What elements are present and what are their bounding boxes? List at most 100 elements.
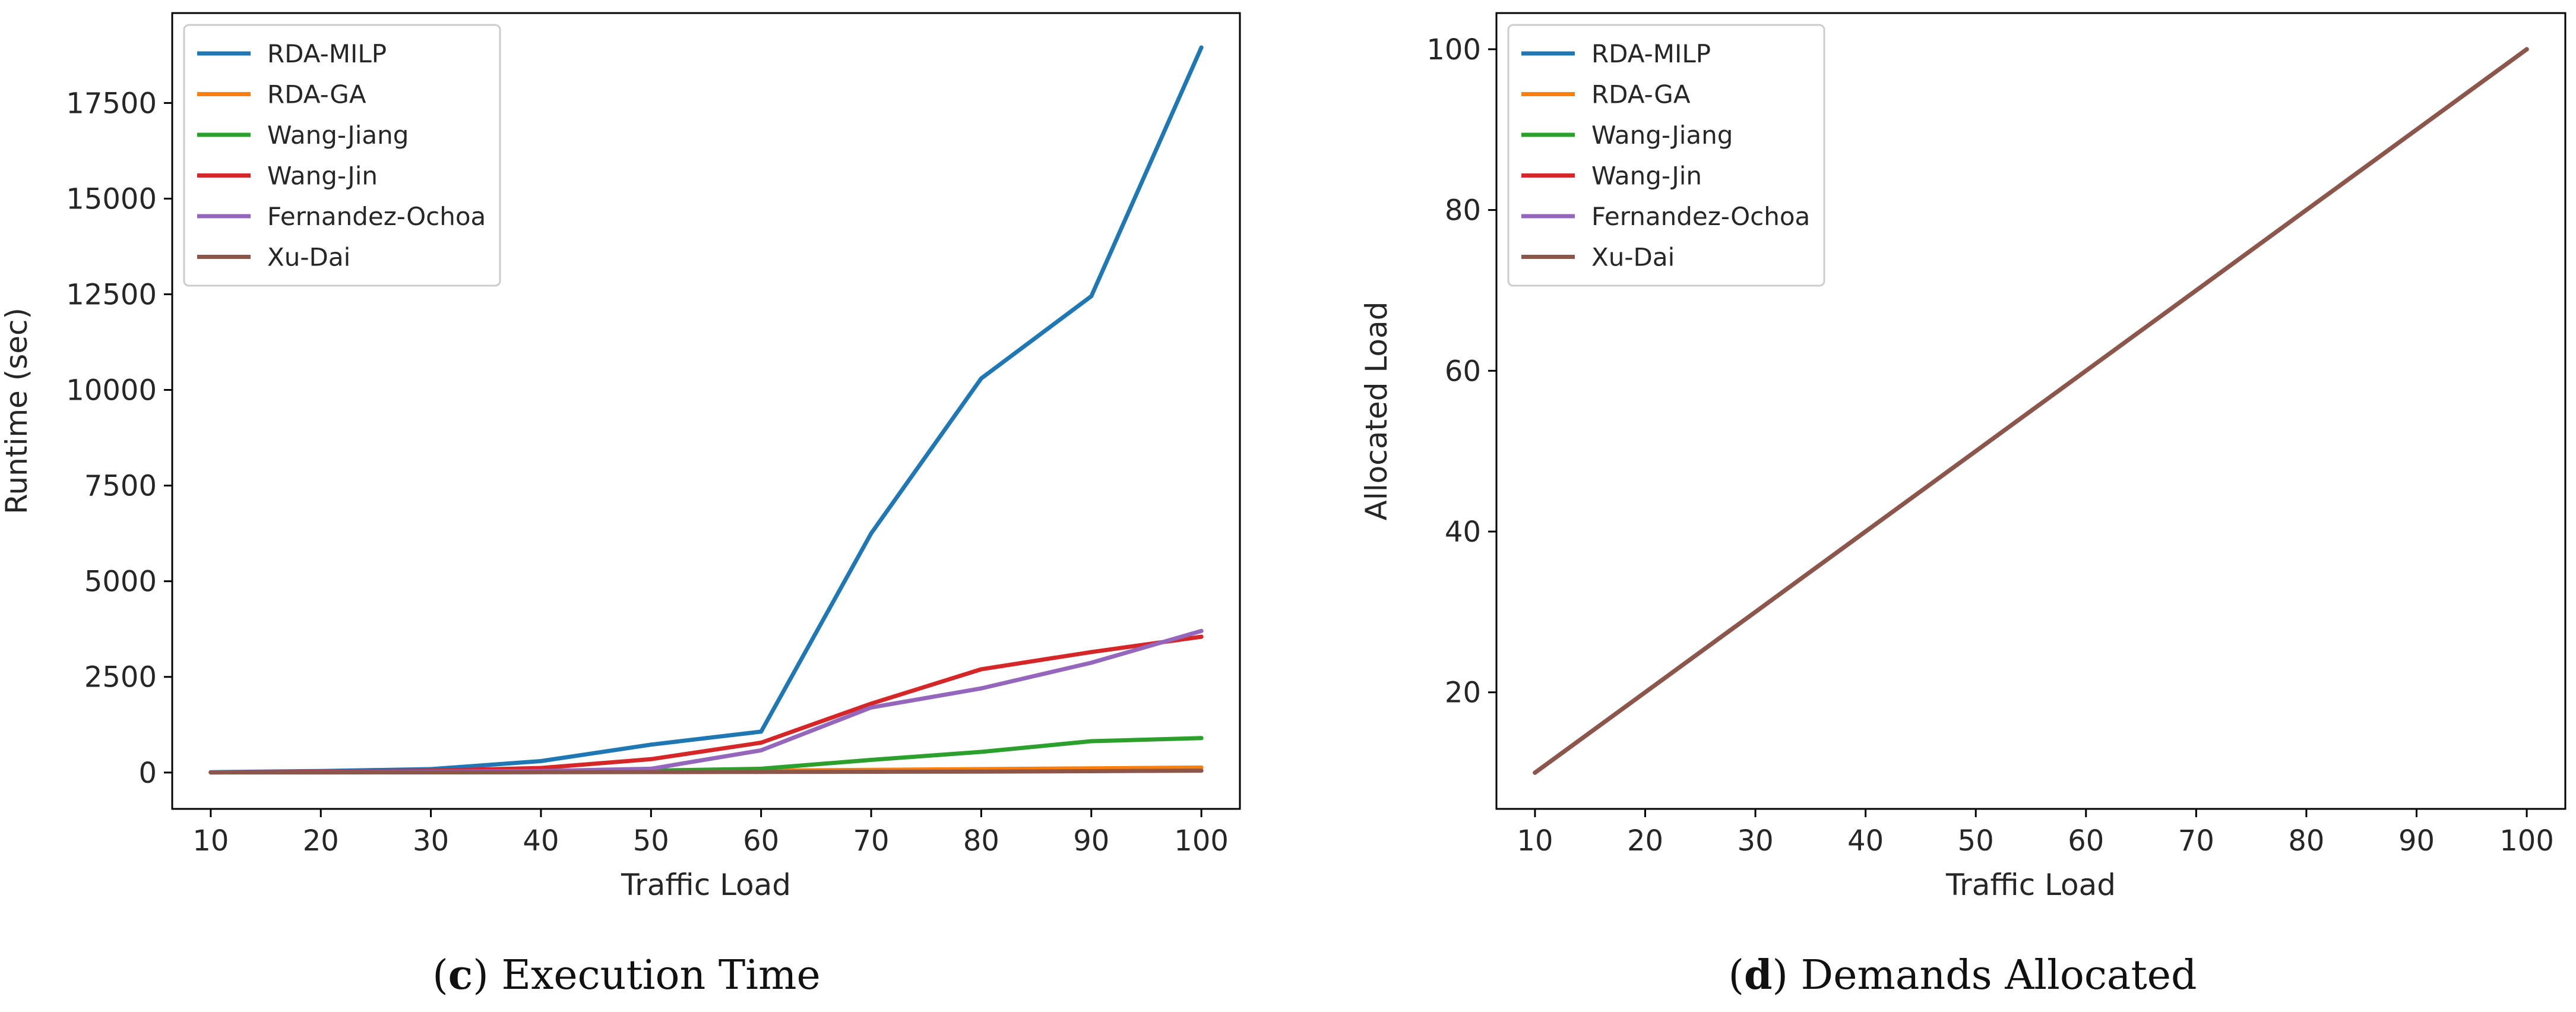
x-tick-label: 20 xyxy=(1627,824,1663,858)
data-point-xu-dai-20 xyxy=(1643,690,1647,695)
y-axis-label: Allocated Load xyxy=(1359,302,1394,521)
legend-item-wang-jin: Wang-Jin xyxy=(1521,162,1702,191)
y-axis-label: Runtime (sec) xyxy=(0,308,34,514)
data-point-wang-jiang-70 xyxy=(869,758,874,762)
x-tick-label: 30 xyxy=(413,824,449,858)
y-tick-label: 17500 xyxy=(66,87,157,120)
data-point-xu-dai-50 xyxy=(1973,449,1978,454)
y-tick-label: 5000 xyxy=(84,565,157,599)
legend: RDA-MILP RDA-GA Wang-Jiang Wang-Jin Fernande… xyxy=(1507,24,1825,287)
data-point-xu-dai-40 xyxy=(1863,529,1868,534)
data-point-rda-milp-60 xyxy=(759,729,764,734)
data-point-xu-dai-10 xyxy=(1533,770,1537,775)
data-point-xu-dai-70 xyxy=(2194,288,2198,293)
data-point-xu-dai-100 xyxy=(1199,769,1204,773)
legend-item-wang-jin: Wang-Jin xyxy=(197,162,378,191)
data-point-fernandez-ochoa-100 xyxy=(1199,628,1204,633)
x-axis: 10 20 30 40 50 60 70 80 90 100 xyxy=(1517,809,2554,858)
x-tick-label: 50 xyxy=(1958,824,1994,858)
legend: RDA-MILP RDA-GA Wang-Jiang Wang-Jin Fernande… xyxy=(183,24,501,287)
x-tick-label: 100 xyxy=(2499,824,2554,858)
data-point-fernandez-ochoa-70 xyxy=(869,705,874,710)
x-tick-label: 30 xyxy=(1738,824,1774,858)
legend-box xyxy=(1507,24,1825,287)
data-point-wang-jin-70 xyxy=(869,701,874,706)
panel-letter: c xyxy=(448,951,473,999)
x-tick-label: 90 xyxy=(2398,824,2435,858)
x-tick-label: 70 xyxy=(2178,824,2214,858)
legend-item-rda-ga: RDA-GA xyxy=(197,80,366,109)
data-point-xu-dai-80 xyxy=(2304,208,2309,213)
x-axis: 10 20 30 40 50 60 70 80 90 100 xyxy=(192,809,1229,858)
x-tick-label: 10 xyxy=(1517,824,1553,858)
data-point-xu-dai-60 xyxy=(2084,368,2088,373)
y-tick-label: 40 xyxy=(1445,516,1481,549)
legend-label: Wang-Jiang xyxy=(1591,121,1733,150)
data-point-fernandez-ochoa-90 xyxy=(1089,660,1094,665)
series-line-xu-dai xyxy=(1533,47,2529,775)
data-point-xu-dai-80 xyxy=(979,769,983,774)
legend-label: Xu-Dai xyxy=(1591,243,1675,272)
data-point-xu-dai-90 xyxy=(1089,769,1094,773)
legend-label: Fernandez-Ochoa xyxy=(267,202,486,231)
legend-item-xu-dai: Xu-Dai xyxy=(1521,243,1675,272)
legend-label: Fernandez-Ochoa xyxy=(1591,202,1810,231)
data-point-xu-dai-20 xyxy=(318,770,323,775)
y-tick-label: 20 xyxy=(1445,676,1481,710)
panel-caption: (d) Demands Allocated xyxy=(1728,951,2197,999)
x-tick-label: 40 xyxy=(1847,824,1884,858)
data-point-wang-jin-90 xyxy=(1089,650,1094,654)
x-tick-label: 20 xyxy=(303,824,339,858)
y-tick-label: 10000 xyxy=(66,374,157,407)
x-tick-label: 10 xyxy=(192,824,229,858)
legend-item-rda-milp: RDA-MILP xyxy=(1521,39,1711,68)
legend-item-xu-dai: Xu-Dai xyxy=(197,243,350,272)
legend-item-rda-ga: RDA-GA xyxy=(1521,80,1691,109)
chart-execution-time: 10 20 30 40 50 60 70 80 90 100 0 2500 5000 7500 10000 1… xyxy=(0,12,1241,999)
data-point-rda-milp-40 xyxy=(539,759,543,763)
series-line-xu-dai xyxy=(208,769,1204,775)
plot-frame xyxy=(1495,12,2566,810)
panel-caption-text: Execution Time xyxy=(501,952,820,999)
x-tick-label: 60 xyxy=(2068,824,2104,858)
data-point-xu-dai-60 xyxy=(759,770,764,774)
legend-label: Xu-Dai xyxy=(267,243,350,272)
panel-letter: d xyxy=(1744,951,1773,999)
x-tick-label: 80 xyxy=(2288,824,2324,858)
legend-item-rda-milp: RDA-MILP xyxy=(197,39,387,68)
data-point-rda-milp-90 xyxy=(1089,294,1094,299)
panel-caption: (c) Execution Time xyxy=(432,951,820,999)
data-point-wang-jin-100 xyxy=(1199,634,1204,639)
data-point-xu-dai-50 xyxy=(648,770,653,774)
legend-label: RDA-MILP xyxy=(1591,39,1711,68)
x-axis-label: Traffic Load xyxy=(621,868,791,902)
data-point-xu-dai-10 xyxy=(208,770,213,775)
data-point-fernandez-ochoa-80 xyxy=(979,686,983,691)
legend-label: RDA-MILP xyxy=(267,39,387,68)
legend-label: Wang-Jin xyxy=(1591,162,1702,191)
legend-label: RDA-GA xyxy=(267,80,366,109)
series-lines xyxy=(208,45,1204,775)
x-tick-label: 60 xyxy=(743,824,779,858)
data-point-rda-milp-100 xyxy=(1199,45,1204,50)
chart-demands-allocated: 10 20 30 40 50 60 70 80 90 100 20 40 60 80 100 Traffic … xyxy=(1359,12,2566,999)
series-line-wang-jin xyxy=(208,634,1204,774)
x-axis-label: Traffic Load xyxy=(1945,868,2116,902)
legend-item-wang-jiang: Wang-Jiang xyxy=(1521,121,1733,150)
series-lines xyxy=(1533,47,2529,775)
x-tick-label: 90 xyxy=(1073,824,1109,858)
x-tick-label: 70 xyxy=(853,824,890,858)
legend-box xyxy=(183,24,501,287)
legend-item-fernandez-ochoa: Fernandez-Ochoa xyxy=(197,202,486,231)
legend-label: Wang-Jiang xyxy=(267,121,409,150)
data-point-xu-dai-100 xyxy=(2524,47,2529,52)
y-tick-label: 60 xyxy=(1445,355,1481,388)
data-point-wang-jiang-60 xyxy=(759,766,764,771)
x-tick-label: 80 xyxy=(963,824,999,858)
data-point-xu-dai-40 xyxy=(539,770,543,774)
x-tick-label: 50 xyxy=(633,824,669,858)
plot-frame xyxy=(171,12,1241,810)
legend-item-wang-jiang: Wang-Jiang xyxy=(197,121,409,150)
y-tick-label: 15000 xyxy=(66,182,157,216)
